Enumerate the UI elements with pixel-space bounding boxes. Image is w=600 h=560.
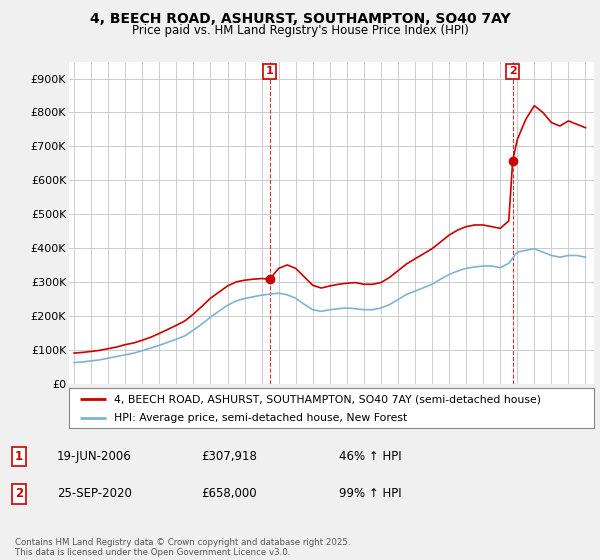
Text: 2: 2 [509,67,517,76]
Text: 4, BEECH ROAD, ASHURST, SOUTHAMPTON, SO40 7AY: 4, BEECH ROAD, ASHURST, SOUTHAMPTON, SO4… [89,12,511,26]
Text: Price paid vs. HM Land Registry's House Price Index (HPI): Price paid vs. HM Land Registry's House … [131,24,469,37]
Text: 99% ↑ HPI: 99% ↑ HPI [339,487,401,501]
Text: 19-JUN-2006: 19-JUN-2006 [57,450,132,463]
Text: 2: 2 [15,487,23,501]
Text: 1: 1 [266,67,274,76]
Text: £307,918: £307,918 [201,450,257,463]
Text: 4, BEECH ROAD, ASHURST, SOUTHAMPTON, SO40 7AY (semi-detached house): 4, BEECH ROAD, ASHURST, SOUTHAMPTON, SO4… [113,394,541,404]
Text: Contains HM Land Registry data © Crown copyright and database right 2025.
This d: Contains HM Land Registry data © Crown c… [15,538,350,557]
Text: HPI: Average price, semi-detached house, New Forest: HPI: Average price, semi-detached house,… [113,413,407,423]
Text: £658,000: £658,000 [201,487,257,501]
Text: 46% ↑ HPI: 46% ↑ HPI [339,450,401,463]
Text: 25-SEP-2020: 25-SEP-2020 [57,487,132,501]
Text: 1: 1 [15,450,23,463]
